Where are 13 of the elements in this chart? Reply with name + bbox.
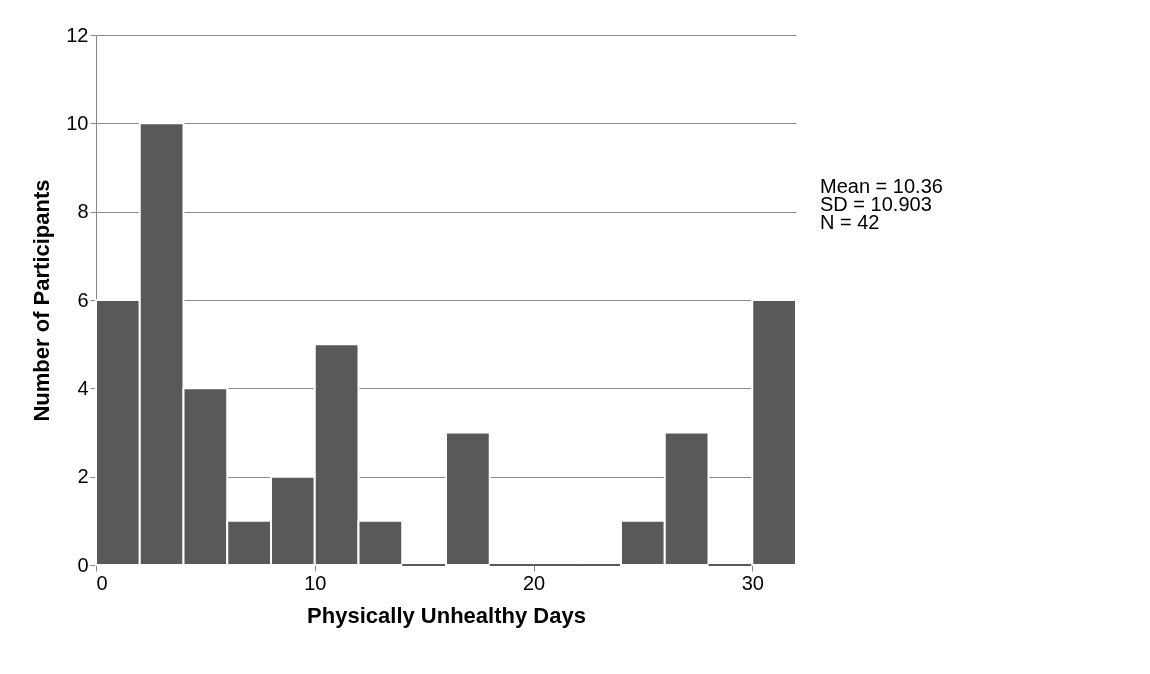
x-tick-label: 0	[96, 571, 108, 594]
y-tick-label: 2	[77, 465, 89, 488]
x-tick-label: 20	[522, 571, 546, 594]
y-axis-title: Number of Participants	[29, 179, 55, 422]
y-tick-label: 12	[66, 23, 89, 46]
x-axis-title: Physically Unhealthy Days	[307, 602, 586, 628]
y-tick-label: 4	[77, 376, 89, 399]
y-tick-label: 8	[77, 200, 89, 223]
y-tick-label: 10	[66, 111, 89, 134]
x-tick-label: 30	[741, 571, 764, 594]
y-tick-label: 6	[77, 288, 89, 311]
y-tick-label: 0	[77, 553, 89, 576]
x-tick-label: 10	[304, 571, 327, 594]
